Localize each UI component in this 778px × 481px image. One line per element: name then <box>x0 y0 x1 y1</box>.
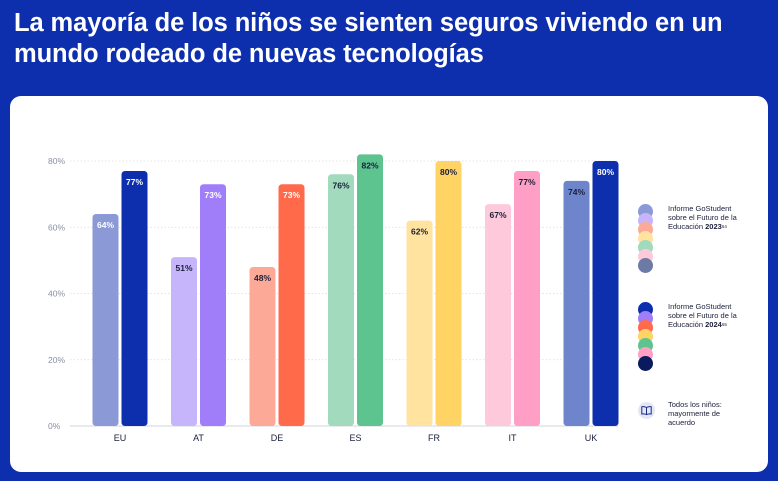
legend-text-2024: Informe GoStudent sobre el Futuro de la … <box>668 302 737 329</box>
data-label: 80% <box>597 167 614 177</box>
legend-text-2023: Informe GoStudent sobre el Futuro de la … <box>668 204 737 231</box>
bar-2023-ES <box>328 174 354 426</box>
data-label: 80% <box>440 167 457 177</box>
book-icon <box>638 402 655 419</box>
legend-swatch-2023 <box>638 258 653 273</box>
legend-label-2024: Informe GoStudent sobre el Futuro de la … <box>668 302 740 329</box>
legend-year-2023: 2023 <box>705 222 722 231</box>
data-label: 51% <box>175 263 192 273</box>
legend: Informe GoStudent sobre el Futuro de la … <box>638 96 768 472</box>
y-tick-label: 80% <box>48 156 65 166</box>
x-tick-label: EU <box>114 433 127 443</box>
data-label: 62% <box>411 227 428 237</box>
bar-2023-AT <box>171 257 197 426</box>
data-label: 48% <box>254 273 271 283</box>
bar-2023-DE <box>249 267 276 426</box>
bar-2024-UK <box>592 161 619 426</box>
x-tick-label: FR <box>428 433 440 443</box>
chart-card: 0% 20% 40% 60% 80% 64% 77% EU 51% 73% AT 48% 73% DE 7… <box>10 96 768 472</box>
bar-2023-EU <box>92 214 119 426</box>
x-tick-label: DE <box>271 433 284 443</box>
data-label: 67% <box>489 210 506 220</box>
data-label: 76% <box>332 180 349 190</box>
legend-label-2023: Informe GoStudent sobre el Futuro de la … <box>668 204 740 231</box>
data-label: 82% <box>361 160 378 170</box>
bar-chart: 0% 20% 40% 60% 80% 64% 77% EU 51% 73% AT 48% 73% DE 7… <box>48 154 619 443</box>
y-tick-label: 40% <box>48 289 65 299</box>
data-label: 77% <box>518 177 535 187</box>
y-tick-label: 60% <box>48 222 65 232</box>
legend-swatch-2024 <box>638 356 653 371</box>
x-tick-label: IT <box>509 433 518 443</box>
bar-2023-IT <box>485 204 511 426</box>
y-tick-label: 20% <box>48 355 65 365</box>
y-tick-label: 0% <box>48 421 61 431</box>
legend-text-all-children: Todos los niños: mayormente de acuerdo <box>668 400 722 427</box>
bar-2024-IT <box>514 170 540 426</box>
data-label: 74% <box>568 187 585 197</box>
bar-2024-ES <box>357 154 383 426</box>
page-title: La mayoría de los niños se sienten segur… <box>14 9 723 68</box>
data-label: 73% <box>283 190 300 200</box>
legend-year-2024: 2024 <box>705 320 722 329</box>
bar-2024-DE <box>278 184 305 426</box>
x-tick-label: AT <box>193 433 204 443</box>
bar-2024-EU <box>121 170 148 426</box>
bar-2024-FR <box>435 161 462 426</box>
data-label: 64% <box>97 220 114 230</box>
data-label: 73% <box>204 190 221 200</box>
bar-2023-FR <box>406 220 433 426</box>
legend-footnote-2024: 65 <box>721 322 727 327</box>
x-tick-label: UK <box>585 433 598 443</box>
legend-footnote-2023: 64 <box>721 224 727 229</box>
data-label: 77% <box>126 177 143 187</box>
x-tick-label: ES <box>349 433 361 443</box>
bar-2024-AT <box>200 184 226 426</box>
bar-2023-UK <box>563 180 590 426</box>
